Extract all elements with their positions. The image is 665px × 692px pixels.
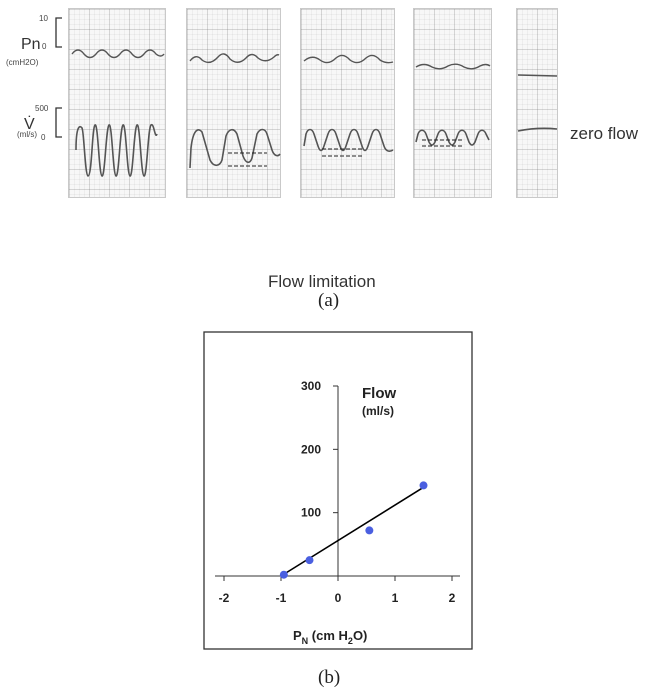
flow-trace-fl2 xyxy=(303,128,394,152)
flow-label: V̇ xyxy=(24,116,35,133)
flow-tick-500: 500 xyxy=(35,104,49,113)
x-tick-label: -1 xyxy=(276,591,287,605)
x-label-unit-prefix: (cm H xyxy=(312,628,348,643)
points-layer xyxy=(279,481,428,579)
y-tick-label: 300 xyxy=(301,379,321,393)
pn-label: Pn xyxy=(21,36,41,53)
recording-strip-flow-limitation-3 xyxy=(413,8,492,198)
x-label-sub: N xyxy=(302,636,309,646)
x-label-unit-sub: 2 xyxy=(348,636,353,646)
pn-trace-fl2 xyxy=(303,54,394,64)
traces-layer xyxy=(71,49,558,177)
x-tick-label: -2 xyxy=(219,591,230,605)
pn-trace-zero-flow xyxy=(517,74,558,77)
recording-strip-zero-flow xyxy=(516,8,558,198)
data-point xyxy=(419,481,428,490)
x-label-main: P xyxy=(293,628,302,643)
x-tick-label: 2 xyxy=(449,591,456,605)
flow-trace-fl3 xyxy=(415,129,490,146)
flow-trace-baseline xyxy=(75,123,158,177)
pn-trace-fl3 xyxy=(415,63,491,70)
x-axis-label: PN (cm H2O) xyxy=(293,628,367,646)
flow-unit: (ml/s) xyxy=(17,130,37,139)
flow-trace-zero-flow xyxy=(517,127,558,132)
x-tick-label: 1 xyxy=(392,591,399,605)
pn-tick-10: 10 xyxy=(39,14,48,23)
pn-trace-fl1 xyxy=(189,53,280,64)
flow-tick-0: 0 xyxy=(41,133,46,142)
x-tick-label: 0 xyxy=(335,591,342,605)
panel-a-caption: (a) xyxy=(318,290,340,311)
flow-scale-bracket xyxy=(55,107,62,138)
recording-strip-baseline xyxy=(68,8,166,198)
scale-brackets xyxy=(55,17,62,138)
fit-line xyxy=(280,486,424,577)
chart-title-unit: (ml/s) xyxy=(362,404,394,418)
data-point xyxy=(365,526,374,535)
x-tick-labels: -2 -1 0 1 2 xyxy=(219,591,456,605)
pn-scale-bracket xyxy=(55,17,62,48)
y-tick-label: 200 xyxy=(301,442,321,456)
flow-limitation-label: Flow limitation xyxy=(268,272,376,291)
panel-b-caption: (b) xyxy=(318,667,341,688)
pn-unit: (cmH2O) xyxy=(6,58,39,67)
flow-trace-fl1 xyxy=(189,128,281,169)
y-tick-labels: 100 200 300 xyxy=(301,379,321,520)
y-tick-marks xyxy=(333,385,338,514)
data-point xyxy=(305,556,314,565)
y-tick-label: 100 xyxy=(301,506,321,520)
x-label-unit-suffix: O) xyxy=(353,628,367,643)
recording-strip-flow-limitation-2 xyxy=(300,8,395,198)
zero-flow-label: zero flow xyxy=(570,124,639,143)
pn-trace-baseline xyxy=(71,49,165,59)
x-tick-marks xyxy=(223,576,453,581)
pn-tick-0: 0 xyxy=(42,42,47,51)
chart-title: Flow xyxy=(362,385,396,402)
fit-line-layer xyxy=(280,486,424,577)
data-point xyxy=(279,570,288,579)
